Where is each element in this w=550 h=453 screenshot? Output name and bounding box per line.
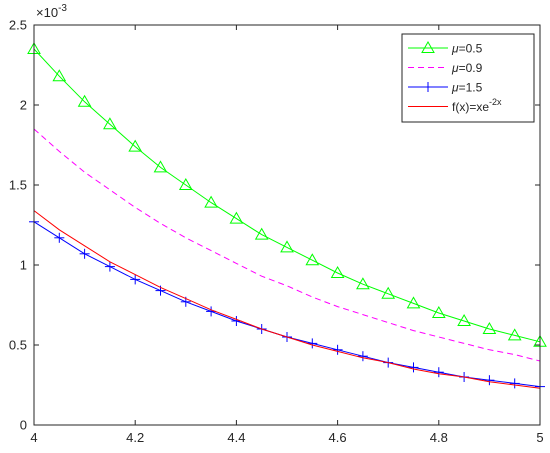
y-tick-label-1: 0.5 [9, 338, 27, 353]
x-tick-label-1: 4.2 [126, 430, 144, 445]
legend-superscript: -2x [489, 97, 502, 107]
series-0-marker-5 [153, 160, 168, 173]
series-2-marker-11 [307, 338, 318, 349]
series-0-marker-13 [356, 277, 370, 290]
series-0-marker-6 [178, 177, 193, 190]
legend-label-3: f(x)=xe-2x [452, 97, 502, 114]
series-0-marker-1 [52, 69, 67, 82]
series-0-marker-15 [406, 296, 421, 309]
legend-marker-2 [423, 82, 433, 92]
series-2-marker-12 [332, 344, 343, 355]
series-2-marker-3 [104, 261, 115, 272]
legend-marker-0 [421, 40, 435, 53]
y-tick-label-3: 1.5 [9, 178, 27, 193]
legend-symbol: μ [451, 81, 459, 95]
legend: μ=0.5μ=0.9μ=1.5f(x)=xe-2x [401, 33, 535, 123]
legend-symbol: μ [451, 42, 459, 56]
series-0-marker-10 [280, 240, 294, 253]
x-tick-label-0: 4 [30, 430, 37, 445]
x-tick-label-5: 5 [536, 430, 543, 445]
legend-label-0: μ=0.5 [451, 42, 483, 56]
series-0-marker-8 [229, 211, 244, 224]
legend-value: =0.5 [459, 42, 483, 56]
x-tick-label-2: 4.4 [227, 430, 245, 445]
x-tick-label-3: 4.6 [329, 430, 347, 445]
series-0-marker-3 [103, 117, 117, 130]
series-0-marker-17 [457, 313, 471, 326]
series-2-marker-2 [79, 248, 90, 259]
series-line-3 [33, 210, 541, 389]
y-exponent-power: -3 [58, 3, 67, 14]
series-0-marker-9 [254, 227, 269, 240]
legend-label-2: μ=1.5 [451, 81, 483, 95]
series-line-0 [33, 48, 541, 343]
axes-box [33, 24, 541, 426]
series-2-marker-15 [408, 362, 419, 373]
series-2-marker-18 [484, 375, 495, 386]
y-exponent-label: ×10-3 [36, 3, 67, 20]
series-0-marker-4 [128, 139, 143, 152]
series-0-marker-11 [305, 253, 320, 266]
series-layer [27, 41, 547, 392]
series-2-marker-13 [357, 351, 368, 362]
series-2-marker-4 [130, 274, 141, 285]
y-tick-label-5: 2.5 [9, 18, 27, 33]
series-2-marker-1 [54, 232, 65, 243]
legend-value: =1.5 [459, 81, 483, 95]
y-tick-label-2: 1 [20, 258, 27, 273]
y-exponent-base: ×10 [36, 5, 58, 20]
series-0-marker-14 [381, 286, 396, 299]
series-0-marker-18 [482, 321, 497, 334]
legend-label-1: μ=0.9 [451, 61, 483, 75]
series-2-marker-16 [433, 367, 444, 378]
series-0-marker-7 [204, 195, 218, 208]
axes-layer: 4 4.2 4.4 4.6 4.8 5 0 0.5 1 1.5 2 2.5 ×10-3 [9, 3, 544, 445]
y-tick-label-0: 0 [20, 418, 27, 433]
series-0-marker-16 [431, 305, 446, 318]
legend-base: f(x)=xe [452, 100, 489, 114]
x-tick-label-4: 4.8 [430, 430, 448, 445]
series-0-marker-2 [77, 94, 92, 107]
y-tick-label-4: 2 [20, 98, 27, 113]
series-2-marker-19 [509, 378, 520, 389]
legend-value: =0.9 [459, 61, 483, 75]
series-0-marker-19 [507, 328, 522, 341]
legend-symbol: μ [451, 61, 459, 75]
series-0-marker-12 [330, 265, 345, 278]
